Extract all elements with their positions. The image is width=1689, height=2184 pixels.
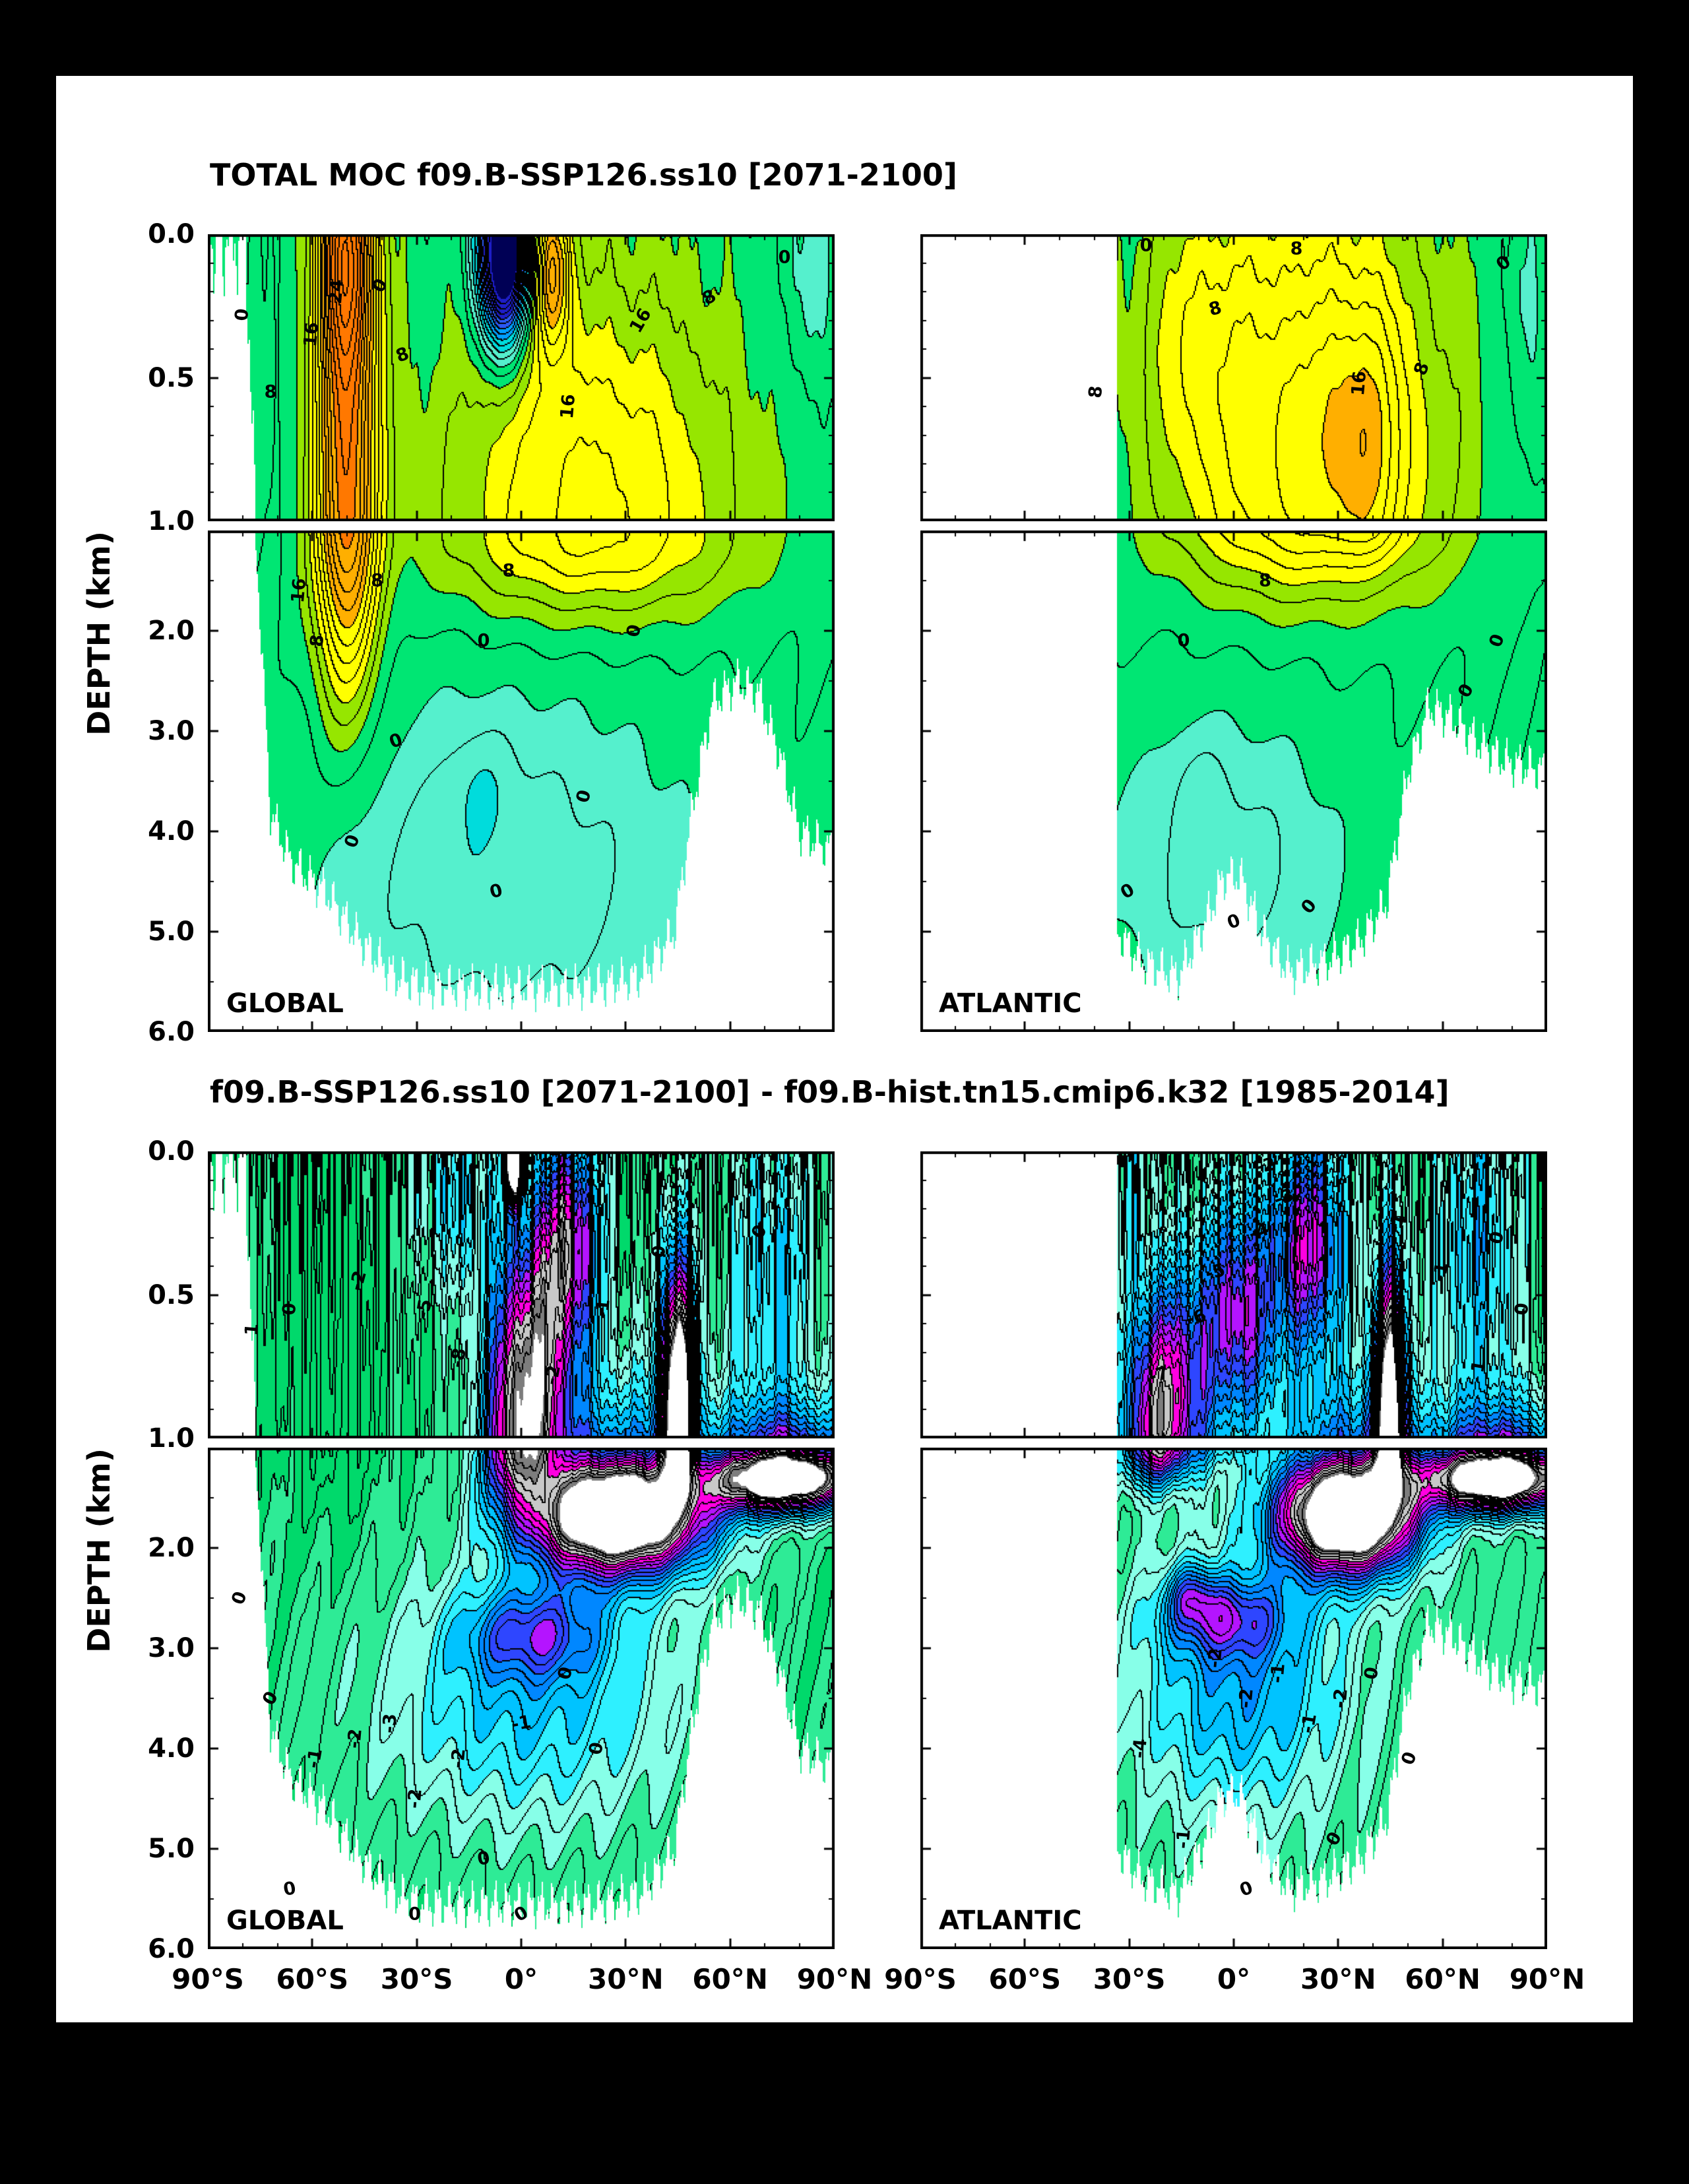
y-tick-label: 2.0 xyxy=(148,616,195,646)
contour-panel-diff-global-lower xyxy=(208,1448,835,1949)
contour-panel-total-global-lower xyxy=(208,530,835,1032)
x-tick-label: 30°S xyxy=(380,1963,453,1995)
contour-panel-total-global-upper xyxy=(208,234,835,521)
region-label-atlantic: ATLANTIC xyxy=(939,1906,1082,1936)
region-label-atlantic: ATLANTIC xyxy=(939,988,1082,1019)
y-tick-label: 1.0 xyxy=(148,506,195,536)
x-tick-label: 30°S xyxy=(1093,1963,1166,1995)
contour-panel-diff-atlantic-upper xyxy=(920,1151,1547,1438)
contour-panel-total-atlantic-upper xyxy=(920,234,1547,521)
y-tick-label: 0.5 xyxy=(148,1279,195,1310)
y-tick-label: 2.0 xyxy=(148,1533,195,1563)
y-tick-label: 6.0 xyxy=(148,1017,195,1047)
y-axis-label-depth: DEPTH (km) xyxy=(81,531,117,736)
y-axis-label-depth: DEPTH (km) xyxy=(81,1448,117,1653)
x-tick-label: 30°N xyxy=(1300,1963,1376,1995)
contour-panel-diff-global-upper xyxy=(208,1151,835,1438)
y-tick-label: 6.0 xyxy=(148,1934,195,1964)
x-tick-label: 90°S xyxy=(172,1963,244,1995)
contour-panel-diff-atlantic-lower xyxy=(920,1448,1547,1949)
x-tick-label: 90°S xyxy=(884,1963,957,1995)
x-tick-label: 30°N xyxy=(588,1963,664,1995)
x-tick-label: 60°N xyxy=(1405,1963,1481,1995)
y-tick-label: 1.0 xyxy=(148,1423,195,1454)
y-tick-label: 0.0 xyxy=(148,1136,195,1167)
region-label-global: GLOBAL xyxy=(226,1906,344,1936)
x-tick-label: 90°N xyxy=(796,1963,873,1995)
x-tick-label: 60°S xyxy=(988,1963,1062,1995)
x-tick-label: 0° xyxy=(1217,1963,1251,1995)
y-tick-label: 4.0 xyxy=(148,1733,195,1764)
figure-title-difference: f09.B-SSP126.ss10 [2071-2100] - f09.B-hi… xyxy=(210,1074,1450,1110)
y-tick-label: 0.5 xyxy=(148,362,195,393)
x-tick-label: 0° xyxy=(504,1963,538,1995)
y-tick-label: 3.0 xyxy=(148,1633,195,1663)
figure-title-total-moc: TOTAL MOC f09.B-SSP126.ss10 [2071-2100] xyxy=(210,157,957,193)
y-tick-label: 3.0 xyxy=(148,716,195,746)
y-tick-label: 4.0 xyxy=(148,816,195,847)
x-tick-label: 60°N xyxy=(692,1963,768,1995)
y-tick-label: 0.0 xyxy=(148,219,195,249)
x-tick-label: 60°S xyxy=(276,1963,349,1995)
contour-panel-total-atlantic-lower xyxy=(920,530,1547,1032)
x-tick-label: 90°N xyxy=(1509,1963,1585,1995)
y-tick-label: 5.0 xyxy=(148,1834,195,1864)
y-tick-label: 5.0 xyxy=(148,916,195,947)
region-label-global: GLOBAL xyxy=(226,988,344,1019)
